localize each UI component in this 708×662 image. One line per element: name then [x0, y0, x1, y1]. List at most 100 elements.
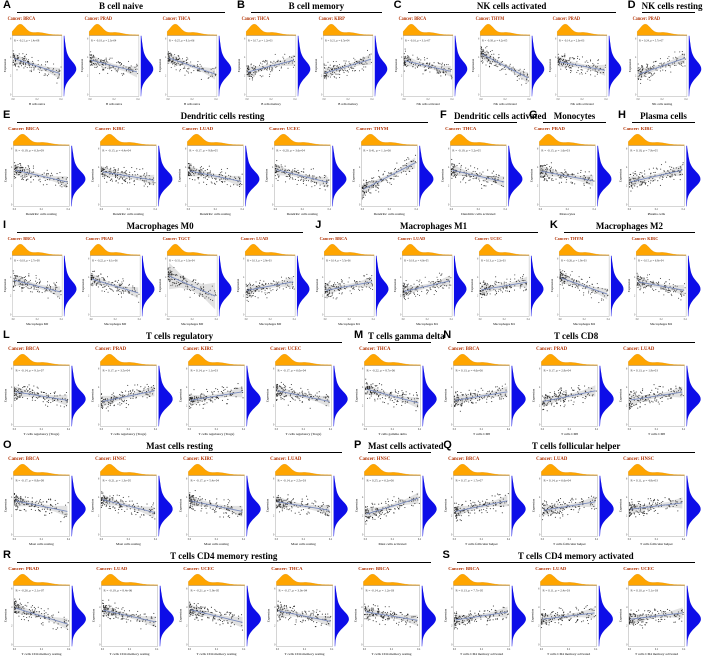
top-density [246, 24, 297, 36]
subplot-chart: Cancer: LUAD R = -0.17, p = 9.8e-05 0.0 0.2… [177, 127, 260, 216]
top-density [100, 134, 157, 146]
right-density [686, 145, 701, 207]
top-density [323, 24, 374, 36]
right-density [141, 35, 154, 97]
trend-line [559, 61, 606, 71]
subplot-chart: Cancer: PRAD R = -0.15, p = 1.6e-03 0.0 0.2… [529, 127, 612, 216]
x-tick-label: 0.2 [566, 208, 570, 211]
subplot-chart: Cancer: THCA R = 0.17, p = 1.2e-03 0.0 0.2 0… [237, 16, 311, 106]
x-axis-label: T cells follicular helper [640, 542, 674, 546]
x-tick-label: 0.4 [67, 538, 71, 541]
cancer-label: Cancer: BRCA [448, 567, 480, 572]
y-tick-label: 0 [273, 533, 275, 536]
cancer-label: Cancer: KIRP [319, 16, 345, 21]
trend-line [455, 391, 508, 401]
x-tick-label: 0.4 [328, 208, 332, 211]
y-tick-label: 2 [165, 295, 167, 298]
cancer-label: Cancer: LUAD [623, 347, 655, 352]
top-density [274, 134, 331, 146]
y-tick-label: 2 [165, 75, 167, 78]
cancer-label: Cancer: LUAD [397, 236, 425, 241]
x-tick-label: 0.2 [567, 538, 571, 541]
y-tick-label: 6 [448, 147, 450, 150]
trend-line [455, 500, 508, 512]
right-density [246, 585, 261, 647]
trend-line [630, 169, 683, 183]
y-axis-label: Expression [440, 168, 444, 182]
y-axis-label: Expression [3, 168, 7, 182]
x-tick-label: 0.0 [540, 648, 544, 651]
subplot-chart: Cancer: UCEC R = -0.21, p = 5.9e-05 0.0 0.2… [178, 567, 261, 656]
x-axis-label: T cells follicular helper [465, 542, 499, 546]
x-tick-label: 0.0 [13, 208, 17, 211]
y-tick-label: 4 [359, 166, 361, 169]
top-density [13, 464, 70, 476]
y-tick-label: 4 [362, 496, 364, 499]
x-tick-label: 0.0 [540, 428, 544, 431]
x-tick-label: 0.0 [453, 538, 457, 541]
right-density [296, 255, 310, 317]
cancer-label: Cancer: HNSC [623, 457, 654, 462]
x-tick-label: 0.4 [682, 208, 686, 211]
y-tick-label: 2 [626, 625, 628, 628]
panel-header: E Dendritic cells resting [3, 109, 438, 123]
x-tick-label: 0.2 [655, 538, 659, 541]
cancer-label: Cancer: UCEC [183, 567, 215, 572]
x-tick-label: 0.2 [40, 538, 44, 541]
y-tick-label: 0 [87, 93, 89, 96]
x-tick-label: 0.2 [127, 208, 131, 211]
panel-subplots: Cancer: PRAD R = -0.26, p = 2.1e-07 0.0 0.2… [3, 563, 441, 661]
x-axis-label: T cells CD4 memory activated [459, 652, 502, 656]
right-density [63, 255, 77, 317]
trend-line [15, 500, 68, 512]
x-tick-label: 0.2 [504, 98, 508, 101]
trend-line [630, 391, 683, 401]
y-tick-label: 6 [186, 477, 188, 480]
cancer-label: Cancer: THYM [356, 127, 389, 132]
x-tick-label: 0.0 [628, 428, 632, 431]
panel-P: P Mast cells activated Cancer: HNSC R = 0.2… [353, 439, 443, 551]
y-tick-label: 6 [11, 147, 13, 150]
stats-text: R = 0.17, p = 1.2e-03 [248, 38, 273, 43]
y-axis-label: Expression [628, 58, 632, 72]
y-tick-label: 0 [186, 533, 188, 536]
panel-letter: F [440, 109, 447, 121]
panel-header: M T cells gamma delta [354, 329, 445, 343]
panel-subplots: Cancer: THCA R = -0.22, p = 8.7e-06 0.0 0.2… [354, 343, 441, 441]
right-density [454, 35, 467, 97]
subplot-chart: Cancer: THYM R = -0.38, p = 4.2e-05 0.0 0.2… [471, 16, 545, 106]
x-tick-label: 0.4 [372, 318, 376, 321]
cancer-label: Cancer: THCA [359, 347, 391, 352]
x-tick-label: 0.4 [684, 318, 688, 321]
x-axis-label: Plasma cells [648, 212, 666, 216]
x-tick-label: 0.4 [594, 428, 598, 431]
subplot-chart: Cancer: BRCA R = 0.14, p = 5.5e-06 0.0 0.2 0… [315, 236, 389, 326]
right-density [686, 585, 701, 647]
y-tick-label: 6 [451, 477, 453, 480]
y-tick-label: 0 [626, 203, 628, 206]
x-axis-label: Mast cells resting [204, 542, 229, 546]
subplot: Cancer: BRCA R = 0.13, p = 4.6e-06 0.0 0.2 0… [443, 343, 530, 441]
x-tick-label: 0.4 [507, 538, 511, 541]
panel-subplots: Cancer: BRCA R = -0.16, p = 3.1e-07 0.0 0.2… [394, 13, 626, 111]
x-tick-label: 0.4 [242, 648, 246, 651]
subplot: Cancer: HNSC R = -0.21, p = 1.3e-05 0.0 0.2… [90, 453, 177, 551]
subplot-chart: Cancer: LUAD R = 0.13, p = 1.9e-03 0.0 0.2 0… [618, 347, 701, 436]
x-axis-label: T cells CD8 [473, 432, 490, 436]
top-density [188, 574, 245, 586]
y-axis-label: Expression [158, 278, 162, 292]
right-density [376, 255, 389, 317]
panel-letter: C [393, 0, 402, 11]
x-tick-label: 0.4 [294, 98, 298, 101]
trend-line [102, 499, 155, 513]
subplot: Cancer: BRCA R = -0.14, p = 1.2e-03 0.0 0.2… [353, 563, 441, 661]
figure-row: R T cells CD4 memory resting Cancer: PRAD R… [2, 549, 706, 661]
y-tick-label: 2 [635, 75, 637, 78]
y-tick-label: 0 [537, 203, 539, 206]
y-tick-label: 6 [362, 477, 364, 480]
top-density [627, 574, 685, 586]
subplot-chart: Cancer: THYM R = 0.41, p = 1.1e-06 0.0 0.2 0… [351, 127, 434, 216]
y-tick-label: 2 [400, 295, 402, 298]
cancer-label: Cancer: THCA [271, 567, 303, 572]
subplot: Cancer: UCEC R = -0.20, p = 3.6e-04 0.0 0.2… [264, 123, 351, 221]
